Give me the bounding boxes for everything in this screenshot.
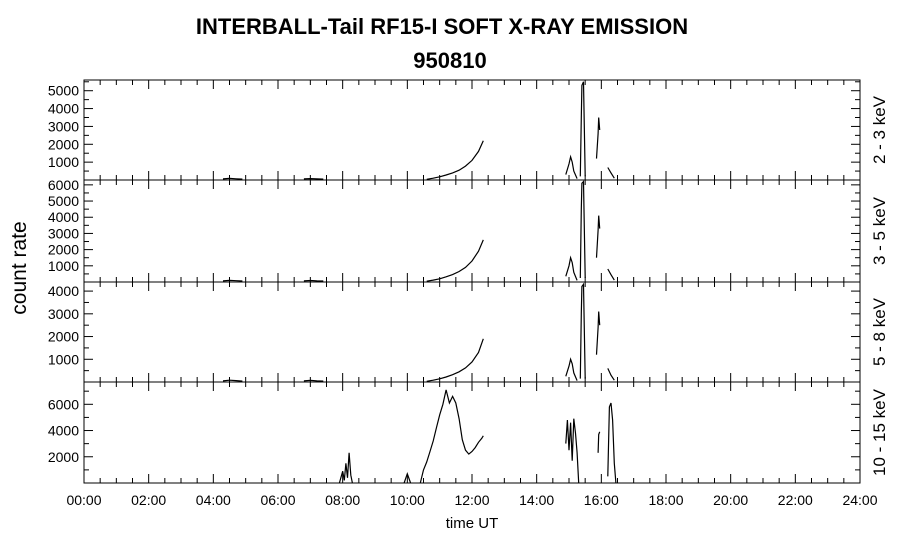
y-tick-label: 4000 <box>48 101 79 117</box>
panel-frame <box>83 381 861 484</box>
y-tick-label: 1000 <box>48 351 79 367</box>
series-line-segment <box>565 255 578 281</box>
x-tick-label: 14:00 <box>519 492 554 508</box>
x-tick-label: 00:00 <box>66 492 101 508</box>
series-line-segment <box>426 338 484 382</box>
y-tick-label: 2000 <box>48 242 79 258</box>
y-tick-label: 3000 <box>48 306 79 322</box>
series-line-segment <box>595 311 601 355</box>
band-label: 3 - 5 keV <box>870 196 889 265</box>
y-tick-label: 6000 <box>48 177 79 193</box>
series-line-segment <box>303 177 324 180</box>
series-line-segment <box>222 177 243 180</box>
series-line-segment <box>579 282 586 379</box>
x-tick-label: 16:00 <box>584 492 619 508</box>
series-line-segment <box>565 154 578 179</box>
panel-frame <box>83 79 861 181</box>
band-label: 5 - 8 keV <box>870 297 889 366</box>
x-tick-label: 24:00 <box>842 492 877 508</box>
series-line-segment <box>595 215 601 258</box>
x-tick-label: 08:00 <box>325 492 360 508</box>
y-tick-label: 4000 <box>48 209 79 225</box>
y-tick-label: 2000 <box>48 449 79 465</box>
panel-3: 1000 2000 3000 4000 5 - 8 keV <box>48 281 889 383</box>
y-tick-label: 2000 <box>48 329 79 345</box>
x-tick-label: 02:00 <box>131 492 166 508</box>
series-line-segment <box>222 279 243 282</box>
band-label: 2 - 3 keV <box>870 95 889 164</box>
y-tick-label: 4000 <box>48 423 79 439</box>
x-axis-label: time UT <box>446 515 499 532</box>
y-tick-label: 4000 <box>48 283 79 299</box>
series-line-segment <box>579 180 586 279</box>
series-line-segment <box>419 389 484 484</box>
y-tick-label: 5000 <box>48 83 79 99</box>
series-line-segment <box>565 418 580 484</box>
chart-title: INTERBALL-Tail RF15-I SOFT X-RAY EMISSIO… <box>196 14 688 39</box>
y-tick-label: 6000 <box>48 396 79 412</box>
panel-4: 2000 4000 6000 10 - 15 keV <box>48 381 889 484</box>
series-line-segment <box>607 167 615 179</box>
x-tick-label: 20:00 <box>713 492 748 508</box>
series-line-segment <box>565 357 578 381</box>
series-line-segment <box>403 471 412 484</box>
series-line-segment <box>595 117 601 159</box>
x-tick-label: 18:00 <box>648 492 683 508</box>
chart-subtitle: 950810 <box>413 48 486 73</box>
y-tick-label: 5000 <box>48 193 79 209</box>
x-tick-label: 04:00 <box>196 492 231 508</box>
x-tick-label: 22:00 <box>778 492 813 508</box>
x-tick-label: 10:00 <box>390 492 425 508</box>
series-line-segment <box>303 279 324 282</box>
series-line-segment <box>597 431 601 453</box>
y-tick-label: 1000 <box>48 154 79 170</box>
series-line-segment <box>426 239 484 282</box>
series-line-segment <box>426 140 484 180</box>
panel-frame <box>83 179 861 283</box>
x-tick-label: 12:00 <box>454 492 489 508</box>
y-axis-label: count rate <box>8 221 31 314</box>
y-tick-label: 2000 <box>48 136 79 152</box>
series-line-segment <box>607 268 615 281</box>
x-tick-label: 06:00 <box>260 492 295 508</box>
panel-frame <box>83 281 861 383</box>
series-line-segment <box>338 452 353 484</box>
y-tick-label: 3000 <box>48 225 79 241</box>
series-line-segment <box>303 379 324 382</box>
series-line-segment <box>607 368 615 381</box>
y-tick-label: 1000 <box>48 258 79 274</box>
series-line-segment <box>579 81 586 177</box>
y-tick-label: 3000 <box>48 118 79 134</box>
band-label: 10 - 15 keV <box>870 388 889 476</box>
series-line-segment <box>607 402 617 484</box>
series-line-segment <box>222 379 243 382</box>
